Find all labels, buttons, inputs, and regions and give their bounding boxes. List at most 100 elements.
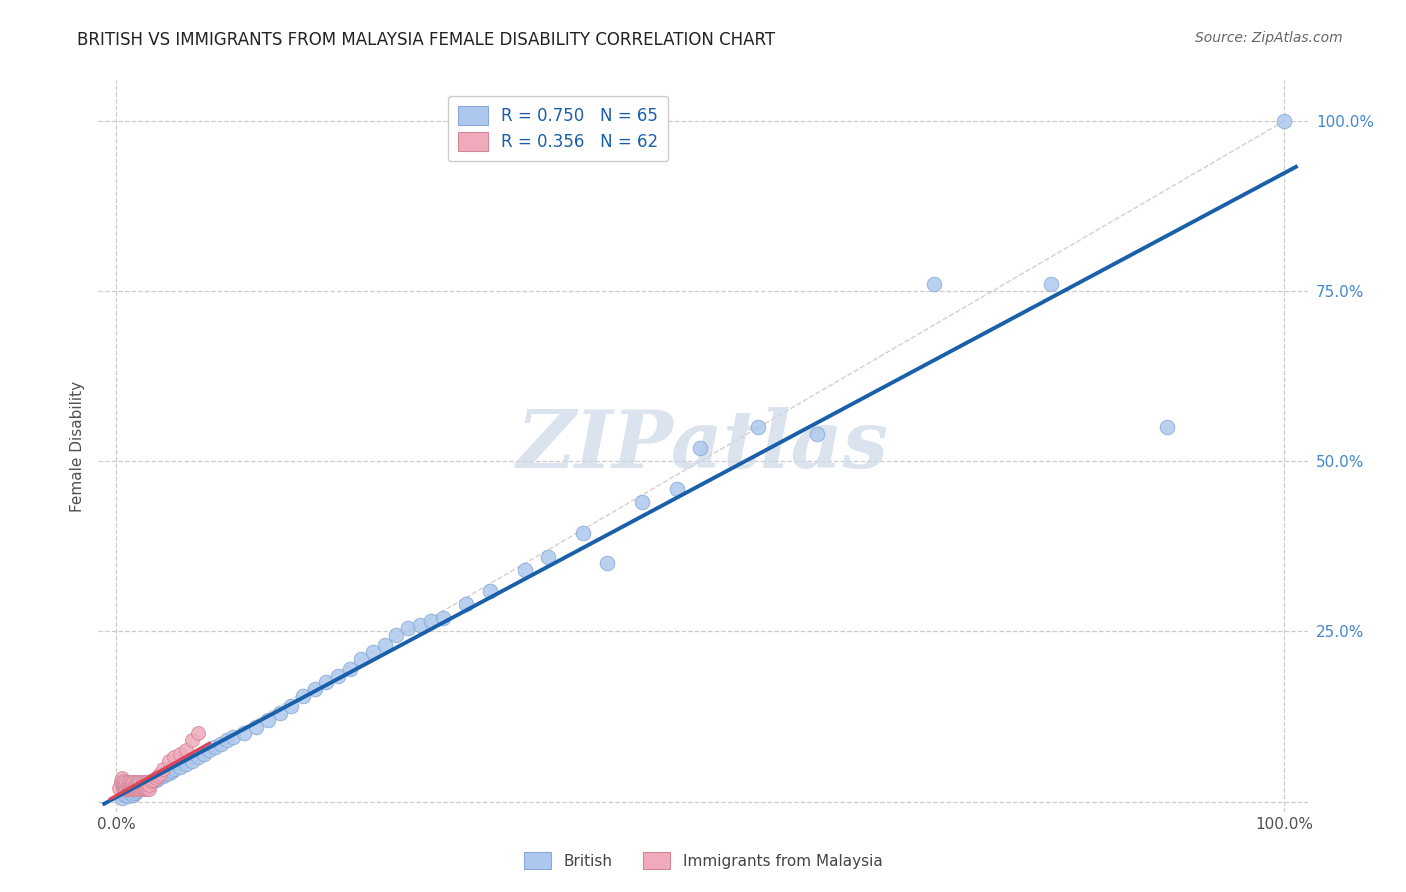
Point xyxy=(1156,420,1178,434)
Point xyxy=(118,775,141,789)
Point xyxy=(122,788,145,802)
Point xyxy=(142,772,165,787)
Point xyxy=(187,750,209,764)
Point xyxy=(117,789,139,803)
Point xyxy=(132,775,155,789)
Point xyxy=(326,668,349,682)
Legend: British, Immigrants from Malaysia: British, Immigrants from Malaysia xyxy=(517,846,889,875)
Point xyxy=(139,774,162,789)
Point xyxy=(131,777,153,791)
Point xyxy=(361,645,384,659)
Point xyxy=(124,777,146,791)
Point xyxy=(180,754,202,768)
Text: ZIPatlas: ZIPatlas xyxy=(517,408,889,484)
Point xyxy=(420,614,443,628)
Point xyxy=(127,775,149,789)
Point xyxy=(665,482,688,496)
Legend: R = 0.750   N = 65, R = 0.356   N = 62: R = 0.750 N = 65, R = 0.356 N = 62 xyxy=(447,96,668,161)
Point xyxy=(117,777,139,791)
Point xyxy=(121,784,143,798)
Point xyxy=(139,775,162,789)
Point xyxy=(922,277,945,292)
Point xyxy=(1272,114,1295,128)
Text: Source: ZipAtlas.com: Source: ZipAtlas.com xyxy=(1195,31,1343,45)
Point xyxy=(157,766,180,780)
Point xyxy=(138,782,160,797)
Point xyxy=(124,786,146,800)
Point xyxy=(132,780,155,794)
Point xyxy=(111,777,134,791)
Point xyxy=(689,441,711,455)
Point xyxy=(114,788,136,802)
Point xyxy=(129,775,152,789)
Point xyxy=(215,733,238,747)
Point xyxy=(806,427,828,442)
Point xyxy=(630,495,652,509)
Point xyxy=(146,771,169,785)
Point xyxy=(125,777,148,791)
Point xyxy=(1039,277,1062,292)
Point xyxy=(396,621,419,635)
Point xyxy=(409,617,432,632)
Point xyxy=(128,782,150,797)
Point xyxy=(152,762,174,776)
Point xyxy=(747,420,769,434)
Point xyxy=(169,760,191,774)
Point xyxy=(256,713,278,727)
Point xyxy=(174,757,197,772)
Point xyxy=(121,782,143,797)
Point xyxy=(193,747,215,761)
Point xyxy=(174,743,197,757)
Point xyxy=(339,662,361,676)
Point xyxy=(122,780,145,795)
Point xyxy=(111,771,134,785)
Point xyxy=(478,583,501,598)
Point xyxy=(117,782,139,797)
Point xyxy=(315,675,337,690)
Point xyxy=(149,767,172,781)
Point xyxy=(595,557,617,571)
Point xyxy=(132,782,155,797)
Point xyxy=(114,777,136,791)
Point xyxy=(180,733,202,747)
Point xyxy=(125,780,148,795)
Point xyxy=(132,780,155,795)
Point xyxy=(304,682,326,697)
Point xyxy=(112,774,135,789)
Point xyxy=(111,791,134,805)
Point xyxy=(138,777,160,791)
Point xyxy=(128,777,150,791)
Point xyxy=(122,775,145,789)
Point xyxy=(134,775,156,789)
Point xyxy=(110,774,132,789)
Point xyxy=(291,689,314,703)
Point xyxy=(280,699,302,714)
Point xyxy=(118,777,141,791)
Point xyxy=(121,777,143,791)
Point xyxy=(120,780,142,795)
Point xyxy=(146,769,169,783)
Point xyxy=(131,782,153,797)
Point xyxy=(131,780,153,795)
Point xyxy=(152,769,174,783)
Point xyxy=(209,737,232,751)
Point xyxy=(125,775,148,789)
Point xyxy=(145,772,167,787)
Point xyxy=(222,730,245,744)
Point xyxy=(128,782,150,797)
Point xyxy=(135,777,157,791)
Point xyxy=(269,706,291,720)
Point xyxy=(537,549,560,564)
Point xyxy=(112,780,135,794)
Point xyxy=(138,777,160,791)
Point xyxy=(198,743,221,757)
Point xyxy=(114,782,136,797)
Point xyxy=(245,720,267,734)
Point xyxy=(432,611,454,625)
Point xyxy=(108,780,131,795)
Point xyxy=(385,628,408,642)
Point xyxy=(125,784,148,798)
Point xyxy=(115,775,138,789)
Point xyxy=(169,747,191,761)
Point xyxy=(136,775,159,789)
